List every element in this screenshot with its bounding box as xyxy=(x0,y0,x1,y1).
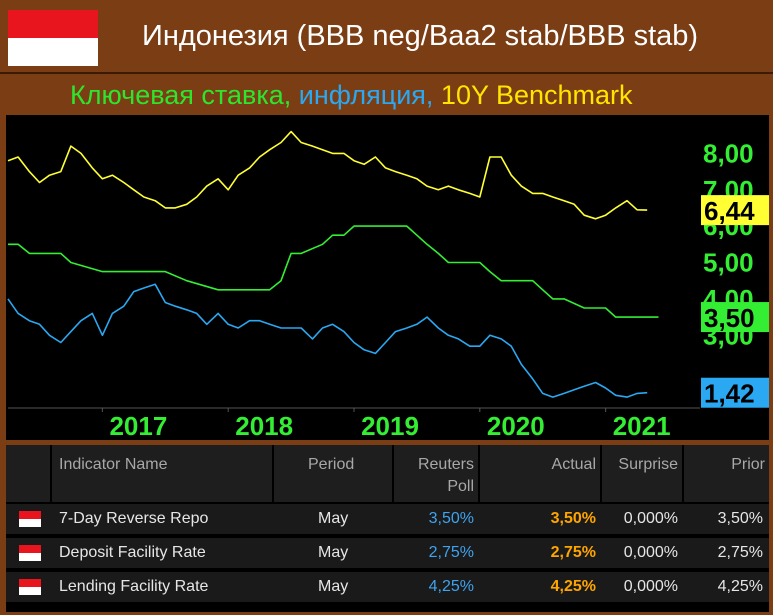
chart-subtitle: Ключевая ставка, инфляция, 10Y Benchmark xyxy=(70,80,633,111)
subtitle-rate-label: Ключевая ставка, xyxy=(70,80,299,110)
header-poll-cell: Reuters Poll xyxy=(394,445,478,502)
indonesia-flag-icon xyxy=(19,579,41,595)
header-actual-cell: Actual xyxy=(480,445,600,502)
row-prior: 2,75% xyxy=(717,544,763,561)
series-line-yield xyxy=(7,130,648,220)
row-indicator: Lending Facility Rate xyxy=(59,578,209,595)
subtitle-yield-label: 10Y Benchmark xyxy=(440,80,633,110)
header-prior: Prior xyxy=(731,456,765,473)
row-period: May xyxy=(318,578,349,595)
indonesia-flag-icon xyxy=(19,545,41,561)
table-row[interactable]: 7-Day Reverse Repo May 3,50% 3,50% 0,000… xyxy=(6,504,769,534)
header-prior-cell: Prior xyxy=(684,445,769,502)
row-actual: 4,25% xyxy=(550,578,596,595)
last-value-badge-yield xyxy=(701,195,769,226)
table-row[interactable]: Lending Facility Rate May 4,25% 4,25% 0,… xyxy=(6,572,769,602)
x-tick-label: 2021 xyxy=(613,411,671,440)
row-period: May xyxy=(318,544,349,561)
last-value-label-inflation: 1,42 xyxy=(704,379,755,409)
row-poll: 2,75% xyxy=(428,544,474,561)
header-flag-cell xyxy=(6,445,50,502)
table-row[interactable]: Deposit Facility Rate May 2,75% 2,75% 0,… xyxy=(6,538,769,568)
chart-area: 3,00 4,00 5,00 6,00 7,00 8,00 2017 2018 2019 2020… xyxy=(6,115,769,440)
x-tick-label: 2020 xyxy=(487,411,545,440)
series-line-inflation xyxy=(7,283,648,398)
row-period: May xyxy=(318,510,349,527)
header-surprise-cell: Surprise xyxy=(602,445,682,502)
row-poll: 4,25% xyxy=(428,578,474,595)
header-period: Period xyxy=(308,456,355,473)
series-line-rate xyxy=(8,225,659,318)
y-tick-label: 5,00 xyxy=(703,248,754,278)
last-value-label-yield: 6,44 xyxy=(704,196,755,226)
y-tick-label: 8,00 xyxy=(703,138,754,168)
indonesia-flag-icon xyxy=(19,511,41,527)
header-indicator-cell: Indicator Name xyxy=(52,445,272,502)
subtitle-inflation-label: инфляция, xyxy=(298,80,441,110)
row-prior: 4,25% xyxy=(717,578,763,595)
header-period-cell: Period xyxy=(274,445,392,502)
header-actual: Actual xyxy=(551,456,596,473)
x-tick-label: 2017 xyxy=(109,411,167,440)
row-surprise: 0,000% xyxy=(623,510,678,527)
header: Индонезия (BBB neg/Baa2 stab/BBB stab) xyxy=(0,0,773,66)
indicator-table: Indicator Name Period Reuters Poll Actual… xyxy=(6,445,769,612)
row-prior: 3,50% xyxy=(717,510,763,527)
row-indicator: 7-Day Reverse Repo xyxy=(59,510,209,527)
row-indicator: Deposit Facility Rate xyxy=(59,544,206,561)
last-value-label-rate: 3,50 xyxy=(704,303,755,333)
subtitle-bar: Ключевая ставка, инфляция, 10Y Benchmark xyxy=(0,72,773,116)
row-surprise: 0,000% xyxy=(623,578,678,595)
chart-title: Индонезия (BBB neg/Baa2 stab/BBB stab) xyxy=(142,20,699,52)
header-surprise: Surprise xyxy=(618,456,678,473)
header-poll: Reuters Poll xyxy=(417,456,474,495)
row-actual: 3,50% xyxy=(550,510,596,527)
header-indicator: Indicator Name xyxy=(59,456,168,473)
x-tick-label: 2018 xyxy=(235,411,293,440)
row-poll: 3,50% xyxy=(428,510,474,527)
x-tick-label: 2019 xyxy=(361,411,419,440)
last-value-badge-inflation xyxy=(701,377,769,408)
last-value-badge-rate xyxy=(701,302,769,333)
indonesia-flag-icon xyxy=(8,10,98,66)
row-surprise: 0,000% xyxy=(623,544,678,561)
row-actual: 2,75% xyxy=(550,544,596,561)
